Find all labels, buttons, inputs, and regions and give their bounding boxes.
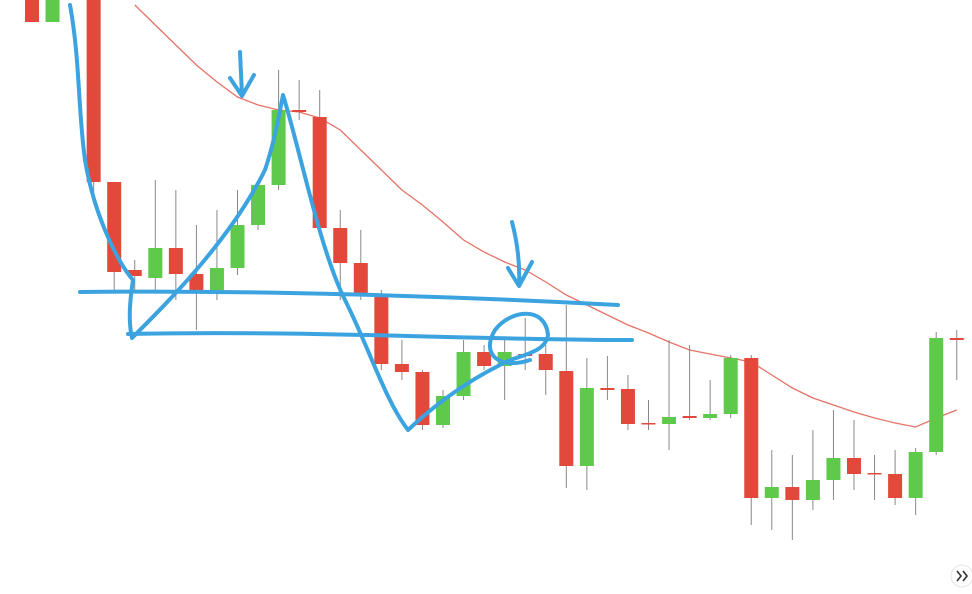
candle-body bbox=[107, 182, 122, 272]
candle-body bbox=[538, 354, 553, 370]
candle-body bbox=[723, 358, 738, 414]
hand-drawn-line bbox=[78, 289, 620, 307]
moving-average-line bbox=[134, 4, 958, 428]
hand-drawn-stroke bbox=[68, 3, 550, 432]
candle-body bbox=[744, 358, 759, 498]
candle-body bbox=[949, 338, 964, 340]
candle-body bbox=[579, 388, 594, 466]
candle-body bbox=[251, 185, 266, 225]
annotations bbox=[68, 3, 634, 432]
candle-body bbox=[25, 0, 39, 22]
candle-body bbox=[826, 458, 841, 480]
candle-body bbox=[477, 352, 492, 366]
candle-body bbox=[703, 414, 718, 418]
candle-body bbox=[168, 248, 183, 274]
hand-drawn-arrow bbox=[228, 50, 256, 98]
candle-body bbox=[230, 225, 245, 268]
candle-body bbox=[189, 274, 204, 290]
candle-body bbox=[559, 371, 574, 466]
candle-body bbox=[333, 228, 348, 263]
plot bbox=[25, 0, 964, 540]
expand-button[interactable] bbox=[950, 564, 972, 588]
hand-drawn-arrow bbox=[506, 220, 534, 288]
candle-body bbox=[888, 474, 903, 498]
candle-body bbox=[600, 388, 615, 390]
candle-body bbox=[641, 423, 656, 425]
candle-body bbox=[764, 487, 779, 498]
candle-body bbox=[847, 458, 861, 474]
candle-body bbox=[785, 487, 800, 500]
candle-body bbox=[86, 0, 101, 182]
candle-body bbox=[929, 338, 944, 452]
candle-body bbox=[312, 117, 327, 228]
candle-body bbox=[148, 248, 163, 278]
candle-body bbox=[908, 452, 923, 498]
candle-body bbox=[292, 110, 307, 112]
candle-body bbox=[662, 417, 677, 424]
candle-body bbox=[127, 270, 142, 276]
candle-body bbox=[374, 296, 389, 364]
candle-body bbox=[209, 268, 224, 290]
candle-body bbox=[620, 389, 635, 424]
chevron-icon[interactable] bbox=[956, 570, 969, 582]
candle-body bbox=[394, 364, 409, 372]
candle-body bbox=[867, 473, 882, 475]
candle-body bbox=[353, 263, 368, 296]
candle-body bbox=[45, 0, 60, 22]
candle-body bbox=[682, 416, 697, 418]
candle-body bbox=[805, 480, 820, 500]
hand-drawn-line bbox=[126, 331, 634, 342]
